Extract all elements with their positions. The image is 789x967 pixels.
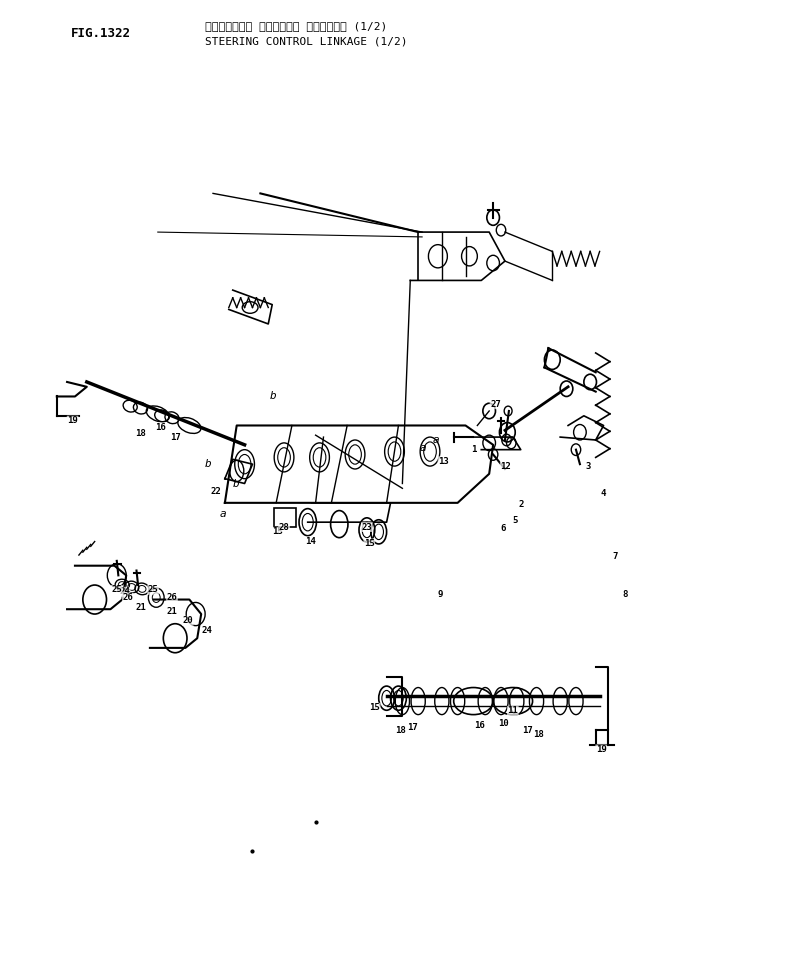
Text: 25: 25 (148, 585, 159, 595)
Text: 21: 21 (135, 602, 146, 612)
Text: 2: 2 (518, 500, 523, 510)
Text: 22: 22 (210, 486, 221, 496)
Text: 1: 1 (471, 445, 476, 454)
Text: 21: 21 (166, 606, 178, 616)
Text: 7: 7 (613, 551, 618, 561)
Text: 19: 19 (596, 745, 607, 754)
Text: 24: 24 (119, 587, 130, 597)
Text: 23: 23 (361, 522, 372, 532)
Text: 18: 18 (135, 428, 146, 438)
Text: 25: 25 (111, 585, 122, 595)
Text: b: b (204, 459, 211, 469)
Text: FIG.1322: FIG.1322 (71, 27, 131, 40)
Text: 20: 20 (182, 616, 193, 626)
Text: 6: 6 (501, 524, 506, 534)
Text: 27: 27 (490, 399, 501, 409)
Text: 14: 14 (305, 537, 316, 546)
Text: a: a (219, 510, 226, 519)
Text: STEERING CONTROL LINKAGE (1/2): STEERING CONTROL LINKAGE (1/2) (205, 37, 408, 46)
Text: ステアリング・ コントロール リンケージ・ (1/2): ステアリング・ コントロール リンケージ・ (1/2) (205, 21, 387, 31)
Text: 10: 10 (498, 718, 509, 728)
Text: b: b (233, 479, 240, 488)
Text: 3: 3 (585, 461, 590, 471)
Text: 18: 18 (395, 725, 406, 735)
Text: 11: 11 (507, 706, 518, 716)
Text: 26: 26 (122, 593, 133, 602)
Text: 13: 13 (438, 456, 449, 466)
Text: 5: 5 (513, 515, 518, 525)
Text: 18: 18 (533, 730, 544, 740)
Text: 19: 19 (67, 416, 78, 425)
Text: 24: 24 (201, 626, 212, 635)
Text: 9: 9 (438, 590, 443, 600)
Text: 16: 16 (155, 423, 166, 432)
Bar (274, 508, 296, 527)
Text: 28: 28 (279, 522, 290, 532)
Text: 26: 26 (166, 593, 178, 602)
Text: 17: 17 (522, 725, 533, 735)
Text: 17: 17 (407, 722, 418, 732)
Text: 8: 8 (623, 590, 627, 600)
Text: 16: 16 (474, 720, 485, 730)
Text: b: b (269, 392, 276, 401)
Text: 12: 12 (500, 461, 511, 471)
Text: a: a (419, 443, 426, 453)
Text: 17: 17 (170, 432, 181, 442)
Text: 15: 15 (364, 539, 375, 548)
Text: 15: 15 (369, 703, 380, 713)
Text: 15: 15 (272, 527, 283, 537)
Text: a: a (432, 435, 439, 445)
Text: 4: 4 (601, 488, 606, 498)
